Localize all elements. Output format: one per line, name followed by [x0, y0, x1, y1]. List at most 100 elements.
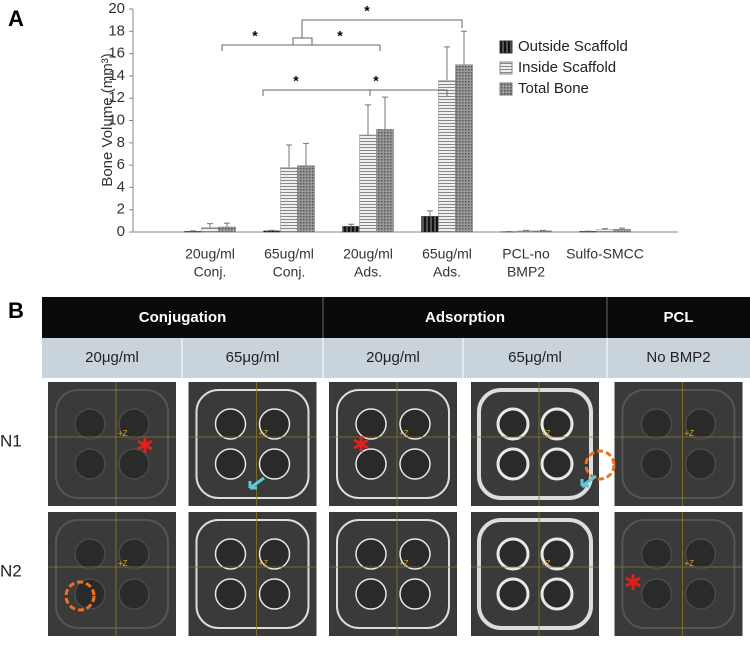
error-bar	[365, 105, 371, 135]
legend-label: Outside Scaffold	[518, 38, 628, 55]
pore	[642, 409, 672, 439]
pore	[498, 579, 528, 609]
bar	[298, 166, 315, 232]
ct-image	[471, 382, 599, 506]
ct-image	[615, 382, 743, 506]
bar	[360, 135, 377, 232]
ct-image	[471, 512, 599, 636]
bar	[281, 167, 298, 232]
bar	[614, 229, 631, 232]
group-header: PCL	[664, 309, 694, 326]
image-label: +Z	[259, 429, 269, 438]
x-tick-label: Conj.	[273, 264, 306, 280]
error-bar	[207, 224, 213, 228]
bar	[202, 228, 219, 232]
y-tick-label: 6	[117, 156, 125, 173]
bar	[456, 65, 473, 232]
ct-image	[329, 512, 457, 636]
image-label: +Z	[685, 429, 695, 438]
ct-image	[48, 382, 176, 506]
error-bar	[190, 231, 196, 232]
legend-label: Total Bone	[518, 80, 589, 97]
y-tick-label: 14	[108, 67, 125, 84]
error-bar	[286, 145, 292, 167]
error-bar	[523, 230, 529, 231]
image-label: +Z	[259, 559, 269, 568]
error-bar	[444, 47, 450, 80]
pore	[75, 409, 105, 439]
pore	[75, 449, 105, 479]
y-tick-label: 12	[108, 89, 125, 106]
image-label: +Z	[118, 429, 128, 438]
column-header: 20μg/ml	[366, 349, 420, 366]
row-label: N2	[0, 561, 22, 580]
pore	[216, 449, 246, 479]
pore	[542, 449, 572, 479]
y-tick-label: 10	[108, 111, 125, 128]
pore	[642, 449, 672, 479]
x-tick-label: 65ug/ml	[264, 246, 314, 262]
column-header: 20μg/ml	[85, 349, 139, 366]
y-tick-label: 4	[117, 178, 125, 195]
significance-star: *	[364, 3, 370, 19]
pore	[400, 579, 430, 609]
bar	[219, 227, 236, 232]
x-tick-label: 20ug/ml	[185, 246, 235, 262]
bar	[535, 231, 552, 232]
y-tick-label: 0	[117, 223, 125, 240]
ct-image	[329, 382, 457, 506]
pore	[260, 449, 290, 479]
bar	[264, 231, 281, 232]
x-tick-label: 20ug/ml	[343, 246, 393, 262]
pore	[119, 449, 149, 479]
error-bar	[540, 230, 546, 231]
error-bar	[461, 31, 467, 64]
bar	[343, 226, 360, 232]
pore	[686, 449, 716, 479]
error-bar	[269, 230, 275, 231]
x-tick-label: Sulfo-SMCC	[566, 246, 644, 262]
legend-swatch	[500, 62, 512, 74]
x-tick-label: Conj.	[194, 264, 227, 280]
y-tick-label: 20	[108, 0, 125, 17]
legend-swatch	[500, 83, 512, 95]
pore	[75, 539, 105, 569]
x-tick-label: Ads.	[354, 264, 382, 280]
y-tick-label: 16	[108, 45, 125, 62]
ct-image	[189, 512, 317, 636]
pore	[400, 449, 430, 479]
row-label: N1	[0, 431, 22, 450]
pore	[356, 579, 386, 609]
image-label: +Z	[541, 559, 551, 568]
panel-label: B	[8, 298, 24, 323]
column-header: 65μg/ml	[508, 349, 562, 366]
pore	[686, 579, 716, 609]
group-header: Conjugation	[139, 309, 226, 326]
pore	[119, 579, 149, 609]
image-label: +Z	[685, 559, 695, 568]
error-bar	[348, 224, 354, 226]
image-label: +Z	[541, 429, 551, 438]
bracket	[263, 90, 447, 96]
bar	[422, 216, 439, 232]
image-label: +Z	[399, 559, 409, 568]
pore	[216, 579, 246, 609]
pore	[498, 539, 528, 569]
error-bar	[382, 97, 388, 129]
pore	[498, 449, 528, 479]
ct-image	[48, 512, 176, 636]
group-header: Adsorption	[425, 309, 505, 326]
error-bar	[427, 211, 433, 217]
pore	[642, 539, 672, 569]
y-tick-label: 2	[117, 201, 125, 218]
pore	[356, 409, 386, 439]
bar	[439, 80, 456, 232]
legend-swatch	[500, 41, 512, 53]
pore	[216, 409, 246, 439]
significance-star: *	[337, 28, 343, 44]
error-bar	[224, 223, 230, 227]
y-tick-label: 8	[117, 134, 125, 151]
x-tick-label: 65ug/ml	[422, 246, 472, 262]
legend-label: Inside Scaffold	[518, 59, 616, 76]
x-tick-label: Ads.	[433, 264, 461, 280]
